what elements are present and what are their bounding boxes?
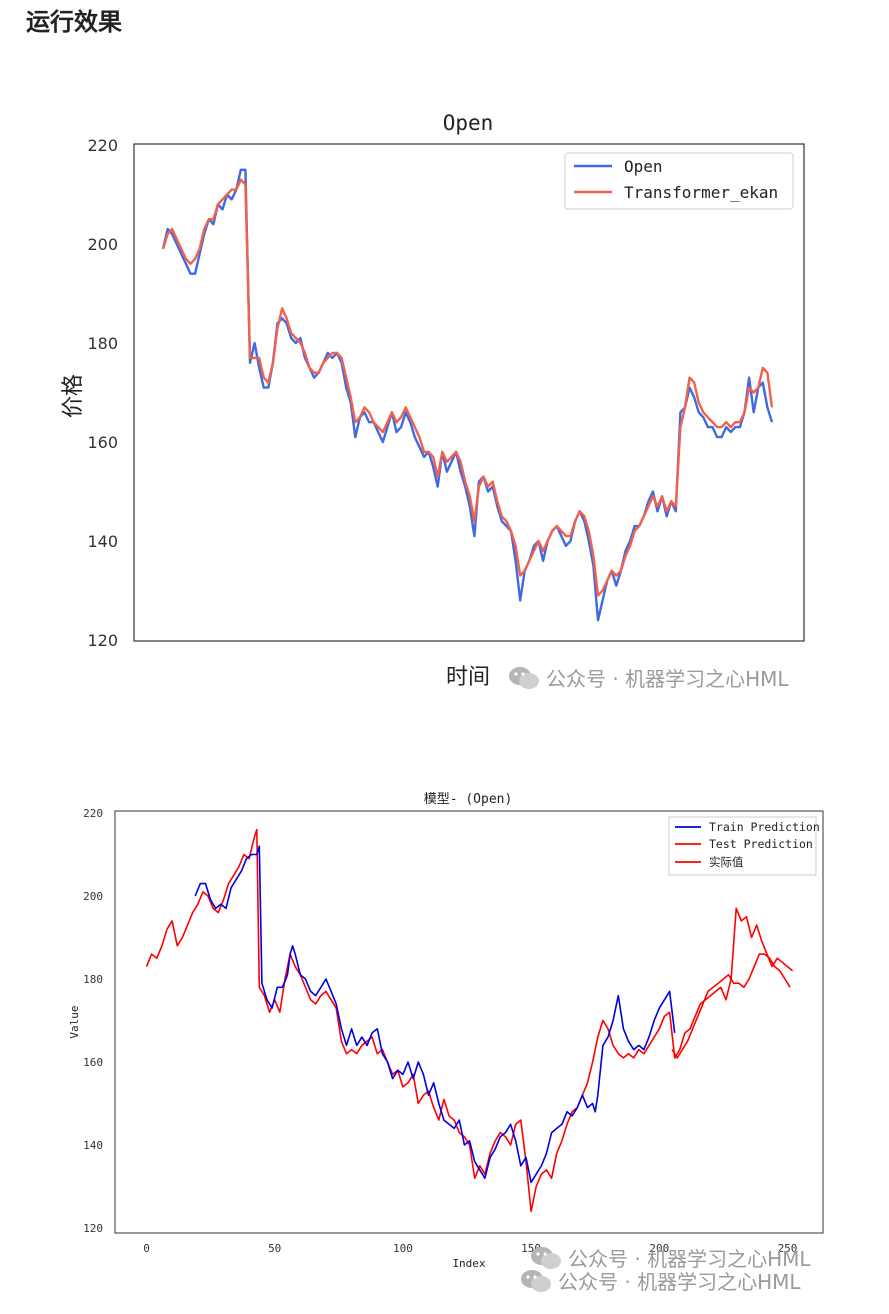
section-heading: 运行效果 — [26, 8, 122, 36]
chart1-lines — [161, 168, 774, 622]
chart1-y-ticks: 120 140 160 180 200 220 — [87, 136, 118, 650]
chart2-y-tick-label: 120 — [83, 1222, 103, 1235]
watermark-text-3: 公众号 · 机器学习之心HML — [558, 1270, 801, 1294]
watermark-1: 公众号 · 机器学习之心HML — [508, 663, 789, 692]
chart2-y-tick-label: 200 — [83, 890, 103, 903]
chart2-plot-frame — [114, 810, 824, 1234]
chart1-x-label: 时间 — [446, 665, 490, 690]
chart2-series-line-3 — [145, 828, 794, 1213]
legend-label-transformer: Transformer_ekan — [624, 183, 778, 202]
legend-label-actual: 实际值 — [709, 855, 744, 869]
chart2-x-label: Index — [452, 1257, 485, 1270]
chart2-series-line-1 — [194, 845, 676, 1184]
chart1-y-tick-label: 220 — [87, 136, 118, 155]
chart1-y-tick-label: 180 — [87, 334, 118, 353]
chart2-x-tick-label: 0 — [143, 1242, 150, 1255]
chart1-y-tick-label: 200 — [87, 235, 118, 254]
wechat-icon — [508, 666, 540, 690]
legend-label-test: Test Prediction — [709, 837, 813, 851]
chart2-y-tick-label: 160 — [83, 1056, 103, 1069]
chart2-x-tick-label: 50 — [268, 1242, 281, 1255]
chart1-series-line-2 — [161, 178, 774, 597]
watermark-text-2: 公众号 · 机器学习之心HML — [568, 1247, 811, 1271]
wechat-icon — [520, 1269, 552, 1293]
wechat-icon — [530, 1246, 562, 1270]
chart2-series-line-2 — [671, 953, 791, 1059]
chart2-x-tick-label: 200 — [649, 1242, 669, 1255]
legend-label-open: Open — [624, 157, 663, 176]
chart2-y-tick-label: 180 — [83, 973, 103, 986]
watermark-3: 公众号 · 机器学习之心HML — [520, 1266, 801, 1295]
chart1-y-tick-label: 120 — [87, 631, 118, 650]
chart2-y-ticks: 120 140 160 180 200 220 — [83, 807, 103, 1235]
chart1-series-line-1 — [161, 168, 774, 622]
chart2-x-ticks: 0 50 100 150 200 250 — [143, 1242, 797, 1255]
chart1-y-tick-label: 160 — [87, 433, 118, 452]
chart2-title: 模型- (Open) — [424, 792, 513, 807]
legend-label-train: Train Prediction — [709, 820, 820, 834]
chart2-y-tick-label: 220 — [83, 807, 103, 820]
watermark-2: 公众号 · 机器学习之心HML — [530, 1243, 811, 1272]
chart2-x-tick-label: 100 — [393, 1242, 413, 1255]
chart2-y-tick-label: 140 — [83, 1139, 103, 1152]
chart1-title: Open — [443, 111, 494, 135]
chart1-y-label: 价格 — [61, 374, 86, 418]
chart2-lines — [145, 828, 794, 1213]
chart1-plot-frame — [133, 143, 805, 642]
chart2-y-label: Value — [68, 1005, 81, 1038]
chart1-y-tick-label: 140 — [87, 532, 118, 551]
watermark-text-1: 公众号 · 机器学习之心HML — [546, 667, 789, 691]
chart1-legend-box — [564, 152, 794, 210]
open-price-chart: Open 120 140 160 180 200 220 Open Transformer… — [61, 111, 805, 690]
chart1-legend: Open Transformer_ekan — [564, 152, 794, 210]
chart2-x-tick-label: 250 — [778, 1242, 798, 1255]
chart2-legend: Train Prediction Test Prediction 实际值 — [668, 816, 820, 876]
